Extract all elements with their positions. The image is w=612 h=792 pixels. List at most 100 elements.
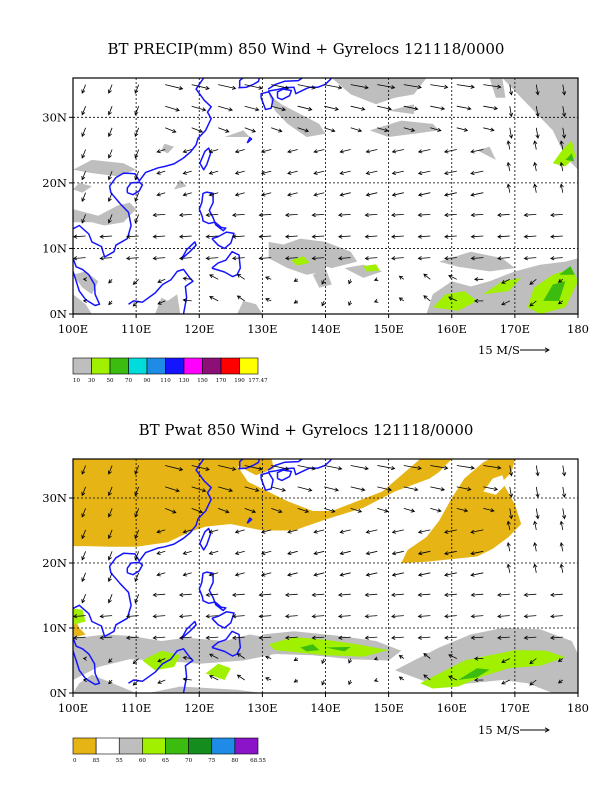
wind-vector <box>236 295 245 302</box>
wind-vector <box>218 465 237 471</box>
wind-vector <box>293 277 299 282</box>
wind-vector <box>132 279 139 285</box>
wind-vector <box>178 212 192 218</box>
wind-vector <box>182 298 192 303</box>
wind-vector <box>448 274 457 280</box>
wind-vector <box>324 127 336 133</box>
wind-vector <box>501 278 510 284</box>
bottom-panel-title: BT Pwat 850 Wind + Gyrelocs 121118/0000 <box>138 421 474 439</box>
wind-vector <box>234 572 245 577</box>
wind-vector <box>391 635 404 640</box>
wind-vector <box>365 192 378 197</box>
x-tick-label: 120E <box>184 701 214 715</box>
wind-vector <box>497 592 510 597</box>
wind-vector <box>236 674 245 681</box>
wind-vector <box>236 273 245 280</box>
wind-vector <box>125 256 139 261</box>
legend-swatch <box>91 357 111 375</box>
wind-vectors <box>73 84 567 307</box>
coastline-mindanao <box>211 250 242 278</box>
wind-vector <box>152 256 166 261</box>
wind-vector <box>337 635 351 640</box>
wind-vector <box>81 84 86 94</box>
wind-vector <box>506 520 511 530</box>
coastline-okinawa <box>246 517 253 524</box>
wind-vector <box>339 149 351 154</box>
wind-vector <box>550 635 563 640</box>
wind-vector <box>444 256 457 261</box>
wind-vector <box>348 658 353 664</box>
legend-label: 130 <box>179 378 190 384</box>
wind-vector <box>165 127 177 133</box>
coastline-luzon <box>198 571 227 612</box>
wind-vectors <box>73 465 567 686</box>
wind-vector <box>533 161 538 172</box>
x-tick-label: 100E <box>58 701 88 715</box>
wind-vector <box>165 105 180 112</box>
wind-vector <box>448 296 457 302</box>
wind-vector <box>234 149 245 154</box>
shaded-field <box>205 663 231 680</box>
legend-swatch <box>202 357 222 375</box>
wind-vector <box>470 592 484 597</box>
legend-label: 68.55 <box>250 758 266 764</box>
wind-vector <box>350 465 369 471</box>
wind-vector <box>107 84 113 94</box>
wind-vector <box>508 84 514 96</box>
wind-vector <box>403 508 416 513</box>
wind-vector <box>324 105 340 111</box>
wind-vector <box>191 105 207 112</box>
wind-vector <box>260 170 272 175</box>
wind-vector <box>265 677 272 681</box>
wind-vector <box>156 192 166 197</box>
wind-vector <box>293 299 299 304</box>
wind-vector <box>81 127 86 138</box>
legend-swatch <box>188 737 213 755</box>
wind-vector <box>417 635 431 640</box>
wind-vector <box>134 508 140 518</box>
wind-vector <box>134 192 140 202</box>
wind-vector <box>107 486 113 497</box>
x-tick-label: 170E <box>500 701 530 715</box>
wind-vector <box>134 170 140 181</box>
wind-vector <box>470 614 484 619</box>
legend-label: 0 <box>73 758 77 764</box>
wind-vector <box>287 149 298 154</box>
shaded-field <box>148 686 263 693</box>
legend-label: 10 <box>73 378 80 384</box>
wind-vector <box>337 614 351 619</box>
wind-vector <box>265 655 272 660</box>
wind-vector <box>311 256 325 261</box>
wind-vector <box>191 508 204 514</box>
wind-vector <box>523 212 537 218</box>
wind-vector <box>108 658 113 663</box>
wind-vector <box>430 465 449 470</box>
wind-vector <box>182 655 192 661</box>
wind-vector <box>535 465 540 477</box>
coastline-japan_west <box>267 459 303 471</box>
wind-vector <box>448 675 457 681</box>
wind-vector <box>350 105 366 111</box>
wind-vector <box>417 256 431 261</box>
wind-vector <box>403 465 422 471</box>
shaded-field <box>489 78 506 98</box>
wind-vector <box>561 486 567 498</box>
wind-vector <box>535 84 540 96</box>
wind-vector <box>403 127 416 132</box>
wind-vector <box>182 149 192 154</box>
coastline-hainan <box>126 181 144 196</box>
wind-vector <box>258 256 272 261</box>
wind-vector <box>470 170 484 176</box>
wind-vector <box>178 635 192 640</box>
wind-vector <box>271 105 287 112</box>
x-tick-label: 160E <box>437 322 467 336</box>
wind-vector <box>470 529 484 534</box>
shaded-field <box>483 277 522 295</box>
wind-vector <box>364 212 378 218</box>
wind-vector <box>182 170 192 175</box>
wind-vector <box>313 550 325 556</box>
wind-vector <box>391 234 404 239</box>
wind-vector <box>218 508 230 514</box>
wind-vector <box>377 486 393 492</box>
wind-vector <box>561 127 567 139</box>
